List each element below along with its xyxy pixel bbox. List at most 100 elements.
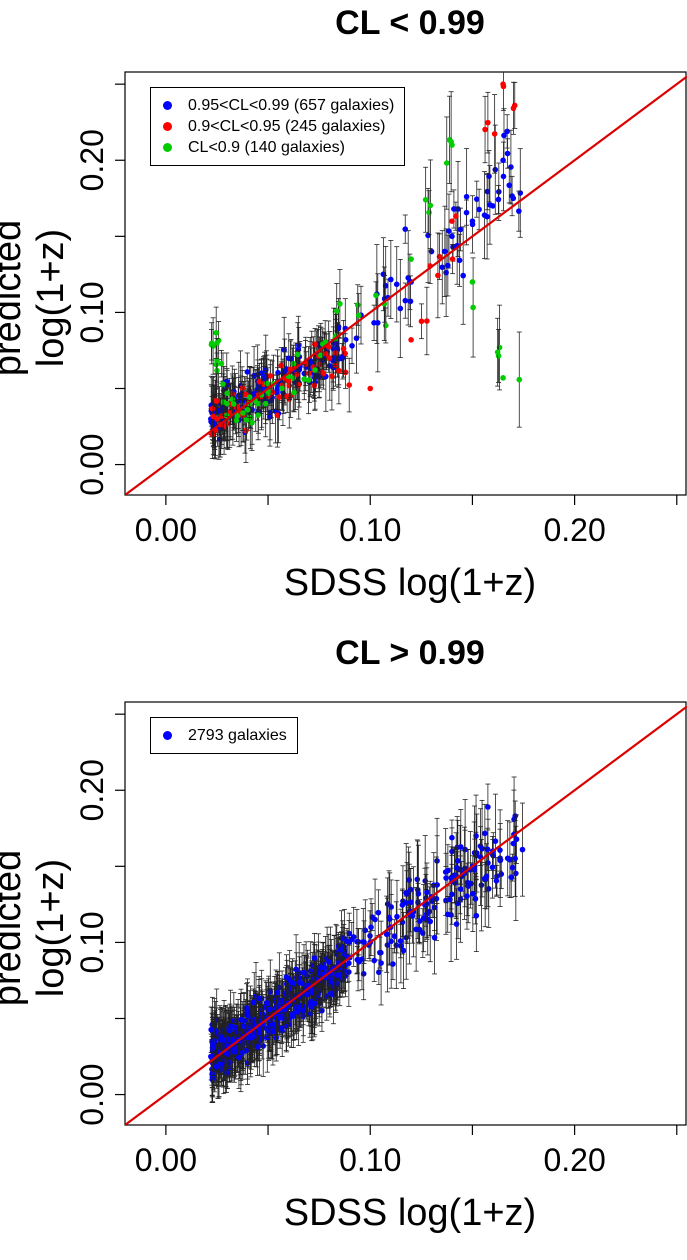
legend-entry: 0.95<CL<0.99 (657 galaxies) xyxy=(161,95,394,116)
data-point xyxy=(218,1060,225,1067)
data-point xyxy=(294,1008,300,1015)
data-point xyxy=(280,1015,287,1022)
data-point xyxy=(491,131,498,137)
data-point xyxy=(516,208,522,214)
data-point xyxy=(457,886,464,892)
x-axis-label: SDSS log(1+z) xyxy=(283,562,537,604)
data-point xyxy=(456,257,463,264)
data-point xyxy=(326,355,333,361)
legend-label: 2793 galaxies xyxy=(188,727,287,744)
data-point xyxy=(213,398,220,405)
data-point xyxy=(249,419,255,426)
data-point xyxy=(506,182,513,189)
data-point xyxy=(293,966,299,973)
data-point xyxy=(472,895,479,902)
data-point xyxy=(490,203,496,209)
data-point xyxy=(449,218,455,224)
data-point xyxy=(255,412,261,418)
data-point xyxy=(218,360,225,367)
data-point xyxy=(254,1043,261,1050)
chart-title: CL < 0.99 xyxy=(335,4,485,42)
data-point xyxy=(290,375,297,381)
data-point xyxy=(241,1023,247,1029)
data-point xyxy=(278,362,285,369)
legend-marker xyxy=(163,122,172,131)
y-tick-label: 0.10 xyxy=(74,281,110,343)
data-point xyxy=(420,930,426,936)
data-point xyxy=(350,934,357,940)
data-point xyxy=(510,195,517,202)
data-point xyxy=(504,150,511,157)
data-point xyxy=(482,875,488,882)
x-tick-label: 0.10 xyxy=(339,512,401,548)
data-point xyxy=(485,885,492,892)
data-point xyxy=(451,206,457,212)
data-point xyxy=(265,1000,271,1007)
data-point xyxy=(255,400,261,407)
data-point xyxy=(337,301,343,307)
data-point xyxy=(388,938,394,945)
data-point xyxy=(367,385,374,392)
data-point xyxy=(240,410,246,416)
y-tick-label: 0.00 xyxy=(74,1063,110,1125)
data-point xyxy=(373,292,379,299)
data-point xyxy=(349,342,355,349)
data-point xyxy=(224,400,230,407)
data-point xyxy=(454,865,460,871)
data-point xyxy=(368,924,374,930)
data-point xyxy=(386,916,393,922)
reference-line xyxy=(125,705,687,1125)
data-point xyxy=(393,281,400,288)
data-point xyxy=(415,890,422,897)
data-point xyxy=(453,921,460,927)
data-point xyxy=(224,420,231,427)
data-point xyxy=(420,915,427,921)
data-point xyxy=(316,361,323,368)
x-tick-label: 0.20 xyxy=(543,512,605,548)
data-point xyxy=(492,838,499,844)
data-point xyxy=(336,367,342,374)
data-point xyxy=(486,173,492,180)
data-point xyxy=(463,193,470,200)
data-point xyxy=(391,933,398,940)
data-point xyxy=(400,947,407,954)
data-point xyxy=(214,357,220,364)
y-axis-label: predicted log(1+z) xyxy=(0,219,72,377)
data-point xyxy=(509,864,516,871)
data-point xyxy=(220,381,226,387)
data-point xyxy=(208,1026,214,1033)
data-point xyxy=(278,1025,285,1032)
data-point xyxy=(346,960,352,967)
data-point xyxy=(513,870,519,877)
x-tick-label: 0.20 xyxy=(543,1142,605,1178)
data-point xyxy=(256,378,263,385)
data-point xyxy=(279,385,285,392)
data-point xyxy=(449,233,455,240)
data-point xyxy=(239,385,246,391)
data-point xyxy=(484,846,491,853)
data-point xyxy=(500,173,507,180)
y-tick-label: 0.20 xyxy=(74,759,110,821)
data-point xyxy=(512,813,519,819)
legend-entry: 0.9<CL<0.95 (245 galaxies) xyxy=(161,116,394,137)
data-point xyxy=(443,160,450,166)
data-point xyxy=(323,351,329,357)
x-tick-label: 0.00 xyxy=(135,512,197,548)
data-point xyxy=(209,405,216,412)
data-point xyxy=(318,965,324,971)
data-point xyxy=(397,305,404,312)
legend-label: 0.9<CL<0.95 (245 galaxies) xyxy=(188,118,386,135)
data-point xyxy=(224,390,230,397)
data-point xyxy=(510,105,517,112)
data-point xyxy=(354,302,361,308)
chart-panel-bottom: 0.00 0.10 0.20 0.00 0.10 0.20 CL > 0.99 predi… xyxy=(0,630,687,1260)
data-point xyxy=(329,373,335,380)
data-point xyxy=(495,196,502,203)
data-point xyxy=(464,893,470,899)
data-point xyxy=(262,400,269,407)
data-point xyxy=(274,412,281,418)
data-point xyxy=(264,380,270,387)
data-point xyxy=(383,931,390,938)
data-point xyxy=(362,927,369,934)
data-point xyxy=(484,213,490,220)
